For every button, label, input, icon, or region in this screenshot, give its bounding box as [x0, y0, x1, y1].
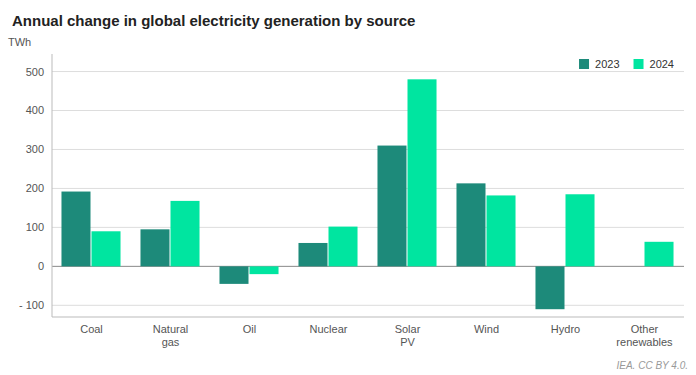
x-tick-label-line: renewables	[616, 336, 673, 348]
legend-swatch	[579, 59, 589, 69]
x-tick-label: Coal	[80, 323, 103, 335]
footnote: IEA. CC BY 4.0.	[616, 360, 688, 371]
x-tick-label-line: Coal	[80, 323, 103, 335]
bars	[61, 79, 673, 309]
bar	[171, 201, 200, 266]
grid-line	[52, 188, 684, 189]
title: Annual change in global electricity gene…	[12, 12, 415, 29]
bar	[298, 243, 327, 266]
x-tick-label-line: Wind	[474, 323, 499, 335]
x-tick-label: Nuclear	[310, 323, 348, 335]
bar	[140, 229, 169, 266]
x-tick-label-line: Solar	[395, 323, 421, 335]
x-tick-label: Otherrenewables	[616, 323, 673, 348]
bar	[614, 266, 643, 267]
bar	[566, 194, 595, 266]
x-tick-label-line: gas	[162, 336, 180, 348]
bar	[456, 183, 485, 266]
bar	[329, 227, 358, 267]
y-tick-label: 0	[38, 260, 44, 272]
x-tick-label: Hydro	[551, 323, 580, 335]
y-axis-label: TWh	[8, 36, 31, 48]
grid-line	[52, 149, 684, 150]
x-tick-label-line: Oil	[243, 323, 256, 335]
bar	[250, 266, 279, 274]
x-tick-label-line: Other	[631, 323, 659, 335]
legend-label: 2023	[595, 58, 619, 70]
legend-swatch	[634, 59, 644, 69]
x-tick-label: Wind	[474, 323, 499, 335]
bar	[535, 266, 564, 309]
y-tick-label: 200	[26, 182, 44, 194]
x-tick-label-line: PV	[400, 336, 415, 348]
x-axis-line	[52, 317, 684, 318]
bar	[487, 195, 516, 266]
bar	[61, 192, 90, 267]
y-tick-label: 100	[26, 221, 44, 233]
x-tick-label-line: Hydro	[551, 323, 580, 335]
chart: Annual change in global electricity gene…	[0, 0, 696, 375]
grid-line	[52, 110, 684, 111]
bar	[645, 242, 674, 267]
y-tick-label: - 100	[19, 299, 44, 311]
bar	[92, 231, 121, 266]
bar	[377, 146, 406, 267]
grid-line	[52, 305, 684, 306]
x-tick-label-line: Nuclear	[310, 323, 348, 335]
x-tick-label: Naturalgas	[153, 323, 188, 348]
y-tick-label: 400	[26, 104, 44, 116]
y-tick-label: 500	[26, 66, 44, 78]
bar	[408, 79, 437, 266]
legend-label: 2024	[650, 58, 674, 70]
y-tick-label: 300	[26, 143, 44, 155]
x-tick-label-line: Natural	[153, 323, 188, 335]
x-tick-label: SolarPV	[395, 323, 421, 348]
y-axis-line	[52, 54, 53, 317]
grid-line	[52, 71, 684, 72]
x-tick-label: Oil	[243, 323, 256, 335]
bar	[219, 266, 248, 284]
